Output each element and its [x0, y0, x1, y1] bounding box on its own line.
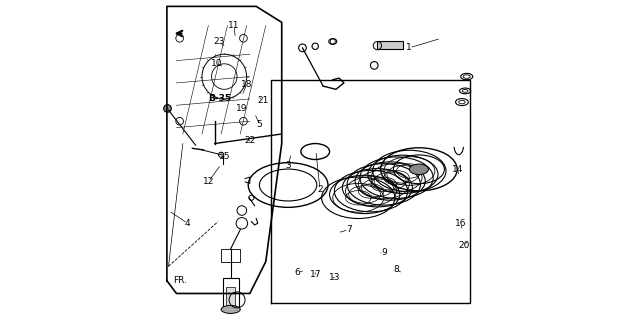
Text: 6: 6: [295, 268, 301, 277]
Ellipse shape: [410, 164, 428, 174]
Bar: [378, 41, 403, 49]
Text: 4: 4: [185, 219, 191, 228]
Text: 21: 21: [257, 96, 268, 105]
Text: 17: 17: [310, 270, 321, 279]
Ellipse shape: [221, 306, 240, 313]
Text: 10: 10: [211, 59, 222, 68]
Circle shape: [164, 105, 172, 112]
Text: 11: 11: [228, 21, 239, 30]
Text: 14: 14: [451, 165, 463, 174]
Text: 5: 5: [257, 120, 262, 129]
Text: 16: 16: [454, 219, 466, 228]
Text: 18: 18: [241, 80, 252, 89]
Text: 19: 19: [236, 104, 248, 113]
Text: B-35: B-35: [208, 94, 231, 103]
Text: 13: 13: [328, 273, 340, 282]
Text: 1: 1: [406, 43, 412, 52]
Bar: [221, 249, 240, 262]
Text: 7: 7: [346, 225, 351, 234]
Text: FR.: FR.: [173, 276, 187, 285]
Bar: [226, 287, 236, 309]
Text: 20: 20: [458, 241, 469, 250]
Text: 12: 12: [203, 177, 214, 186]
Text: 8: 8: [394, 265, 399, 274]
Text: 9: 9: [381, 248, 387, 256]
Text: 3: 3: [285, 161, 291, 170]
Text: 15: 15: [218, 152, 230, 161]
Text: 2: 2: [317, 185, 323, 194]
Text: 22: 22: [244, 136, 255, 145]
Text: 23: 23: [214, 37, 225, 46]
Bar: [223, 278, 239, 309]
